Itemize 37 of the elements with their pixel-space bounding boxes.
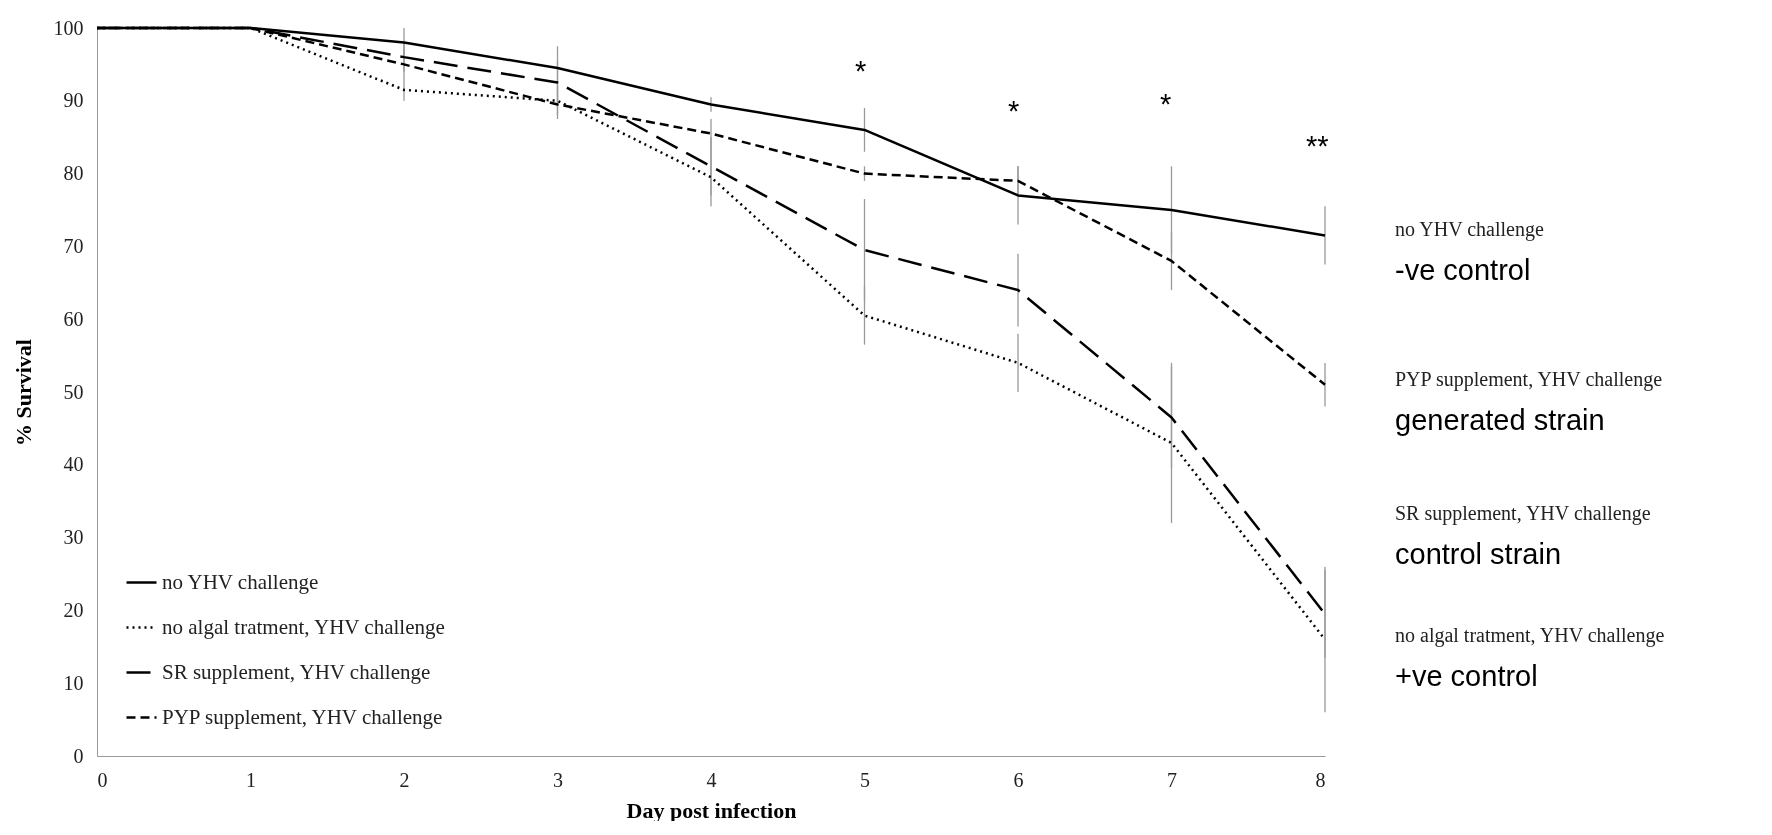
y-tick-label: 40	[63, 453, 84, 476]
legend-label: no algal tratment, YHV challenge	[162, 614, 445, 639]
y-tick-label: 60	[63, 307, 84, 330]
x-tick-label: 0	[97, 768, 108, 791]
x-tick-label: 2	[399, 768, 410, 791]
x-tick-label: 4	[706, 768, 717, 791]
x-tick-label: 5	[860, 768, 870, 791]
x-tick-label: 3	[553, 768, 563, 791]
y-tick-label: 50	[63, 380, 84, 403]
text: no algal tratment, YHV challenge	[1395, 624, 1665, 647]
y-tick-label: 70	[63, 234, 84, 257]
text: no YHV challenge	[1395, 218, 1544, 241]
y-tick-label: 10	[63, 671, 84, 694]
y-axis-title: % Survival	[10, 339, 36, 446]
legend-label: no YHV challenge	[162, 569, 319, 594]
text: SR supplement, YHV challenge	[1395, 502, 1651, 525]
annotation: *	[1160, 88, 1172, 121]
legend-label: SR supplement, YHV challenge	[162, 659, 431, 684]
text: +ve control	[1395, 660, 1538, 693]
y-tick-label: 80	[63, 162, 84, 185]
y-tick-label: 100	[53, 16, 84, 39]
x-tick-label: 6	[1013, 768, 1024, 791]
x-tick-label: 8	[1315, 768, 1326, 791]
y-tick-label: 20	[63, 598, 84, 621]
text: generated strain	[1395, 404, 1605, 437]
legend-label: PYP supplement, YHV challenge	[162, 704, 443, 729]
x-tick-label: 7	[1167, 768, 1177, 791]
text: -ve control	[1395, 254, 1531, 287]
text: control strain	[1395, 538, 1562, 571]
annotation: **	[1306, 130, 1329, 163]
annotation: *	[1008, 95, 1020, 128]
y-tick-label: 90	[63, 89, 84, 112]
x-tick-label: 1	[246, 768, 256, 791]
y-tick-label: 30	[63, 526, 84, 549]
text: PYP supplement, YHV challenge	[1395, 368, 1663, 391]
y-tick-label: 0	[73, 744, 84, 767]
annotation: *	[855, 55, 867, 88]
